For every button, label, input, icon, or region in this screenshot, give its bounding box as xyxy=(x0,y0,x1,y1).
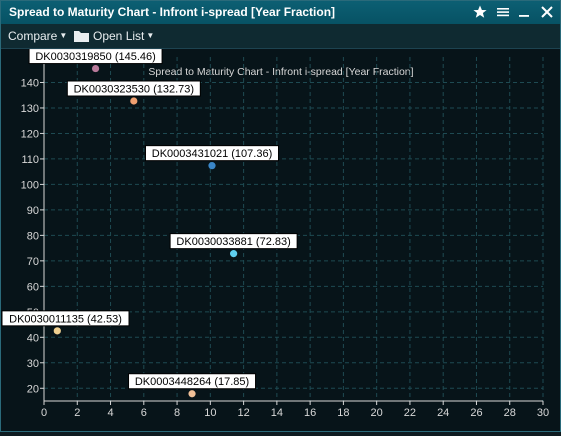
x-tick-label: 22 xyxy=(404,407,416,419)
y-tick-label: 40 xyxy=(27,332,39,344)
x-tick-label: 14 xyxy=(271,407,283,419)
data-point xyxy=(53,327,61,335)
compare-label: Compare xyxy=(8,29,58,43)
data-label: DK0003448264 (17.85) xyxy=(135,376,249,388)
y-tick-label: 30 xyxy=(27,358,39,370)
compare-button[interactable]: Compare ▼ xyxy=(8,28,67,44)
y-tick-label: 130 xyxy=(21,103,39,115)
y-tick-label: 90 xyxy=(27,205,39,217)
x-tick-label: 26 xyxy=(470,407,482,419)
x-tick-label: 24 xyxy=(437,407,449,419)
data-label-box xyxy=(144,145,279,162)
x-tick-label: 16 xyxy=(304,407,316,419)
x-tick-label: 20 xyxy=(371,407,383,419)
x-tick-label: 12 xyxy=(237,407,249,419)
data-label: DK0030323530 (132.73) xyxy=(74,84,194,96)
data-label-box xyxy=(128,373,257,390)
scatter-chart: Spread to Maturity Chart - Infront i-spr… xyxy=(1,48,549,419)
data-point xyxy=(130,97,138,105)
open-list-label: Open List xyxy=(93,29,145,43)
data-label: DK0030033881 (72.83) xyxy=(176,236,290,248)
data-label-box xyxy=(1,310,130,327)
y-tick-label: 70 xyxy=(27,256,39,268)
menu-icon[interactable] xyxy=(495,4,511,20)
chart-area: Spread to Maturity Chart - Infront i-spr… xyxy=(1,48,560,431)
y-tick-label: 100 xyxy=(21,179,39,191)
x-tick-label: 0 xyxy=(41,407,47,419)
chart-title: Spread to Maturity Chart - Infront i-spr… xyxy=(148,66,413,78)
x-tick-label: 8 xyxy=(174,407,180,419)
folder-icon xyxy=(73,29,90,43)
data-point xyxy=(208,162,216,170)
y-tick-label: 120 xyxy=(21,128,39,140)
y-tick-label: 60 xyxy=(27,281,39,293)
x-tick-label: 6 xyxy=(141,407,147,419)
y-tick-label: 80 xyxy=(27,230,39,242)
toolbar: Compare ▼ Open List ▼ xyxy=(1,24,560,49)
x-tick-label: 4 xyxy=(107,407,113,419)
data-label-box xyxy=(169,233,298,250)
chevron-down-icon: ▼ xyxy=(59,30,68,40)
star-icon[interactable] xyxy=(472,4,488,20)
data-label: DK0003431021 (107.36) xyxy=(152,148,272,160)
data-label-box xyxy=(66,80,201,97)
open-list-button[interactable]: Open List ▼ xyxy=(73,28,154,44)
y-tick-label: 20 xyxy=(27,383,39,395)
chevron-down-icon: ▼ xyxy=(146,30,155,40)
y-tick-label: 110 xyxy=(21,154,39,166)
y-tick-label: 140 xyxy=(21,77,39,89)
data-label-box xyxy=(28,48,163,65)
window-title: Spread to Maturity Chart - Infront i-spr… xyxy=(9,5,336,19)
data-label: DK0030319850 (145.46) xyxy=(35,51,155,63)
data-label: DK0030011135 (42.53) xyxy=(9,313,122,325)
title-bar[interactable]: Spread to Maturity Chart - Infront i-spr… xyxy=(1,1,560,24)
close-icon[interactable] xyxy=(539,4,555,20)
x-tick-label: 18 xyxy=(337,407,349,419)
x-tick-label: 2 xyxy=(74,407,80,419)
x-tick-label: 10 xyxy=(204,407,216,419)
minimize-icon[interactable] xyxy=(516,4,532,20)
data-point xyxy=(230,250,238,258)
x-tick-label: 30 xyxy=(537,407,549,419)
data-point xyxy=(188,390,196,398)
x-tick-label: 28 xyxy=(504,407,516,419)
data-point xyxy=(91,64,100,73)
